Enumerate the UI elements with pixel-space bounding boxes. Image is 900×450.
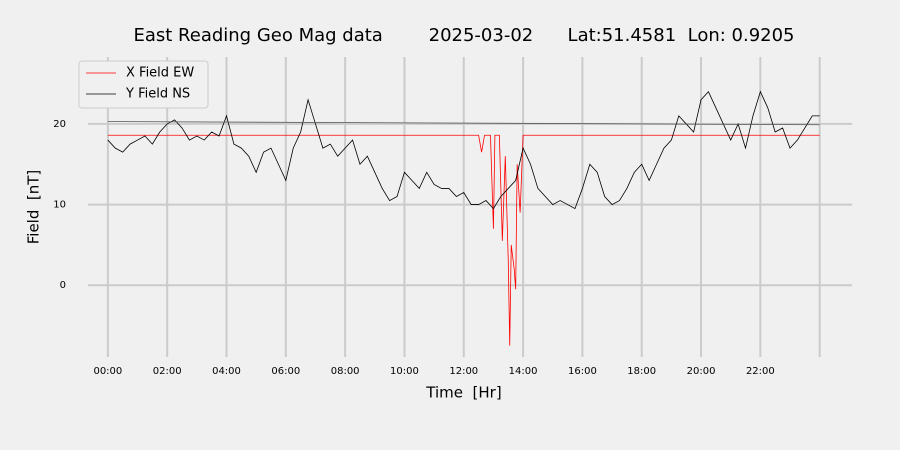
x-tick-label: 10:00 bbox=[390, 366, 419, 377]
x-tick-label: 16:00 bbox=[568, 366, 597, 377]
x-tick-label: 22:00 bbox=[746, 366, 775, 377]
chart-title: East Reading Geo Mag data 2025-03-02 Lat… bbox=[133, 25, 794, 46]
x-tick-label: 02:00 bbox=[153, 366, 182, 377]
line-series bbox=[107, 134, 820, 346]
x-tick-label: 14:00 bbox=[509, 366, 538, 377]
y-tick-label: 0 bbox=[60, 280, 66, 291]
x-tick-label: 12:00 bbox=[449, 366, 478, 377]
x-tick-label: 00:00 bbox=[93, 366, 122, 377]
x-axis-label: Time [Hr] bbox=[425, 384, 501, 402]
x-tick-label: 08:00 bbox=[331, 366, 360, 377]
line-series bbox=[107, 121, 820, 126]
y-tick-label: 10 bbox=[53, 200, 66, 211]
line-series bbox=[107, 90, 820, 210]
x-tick-label: 04:00 bbox=[212, 366, 241, 377]
x-tick-label: 18:00 bbox=[627, 366, 656, 377]
grid: 0 10 20 00:00 02:00 04:00 06:00 08:00 10:00 12:00… bbox=[53, 57, 852, 377]
x-tick-label: 06:00 bbox=[271, 366, 300, 377]
x-tick-label: 20:00 bbox=[687, 366, 716, 377]
legend-label: Y Field NS bbox=[125, 87, 190, 102]
plot bbox=[107, 90, 820, 346]
legend-label: X Field EW bbox=[126, 66, 194, 81]
y-tick-label: 20 bbox=[53, 119, 66, 130]
y-axis-label: Field [nT] bbox=[25, 170, 43, 245]
legend: X Field EW Y Field NS bbox=[78, 60, 209, 109]
